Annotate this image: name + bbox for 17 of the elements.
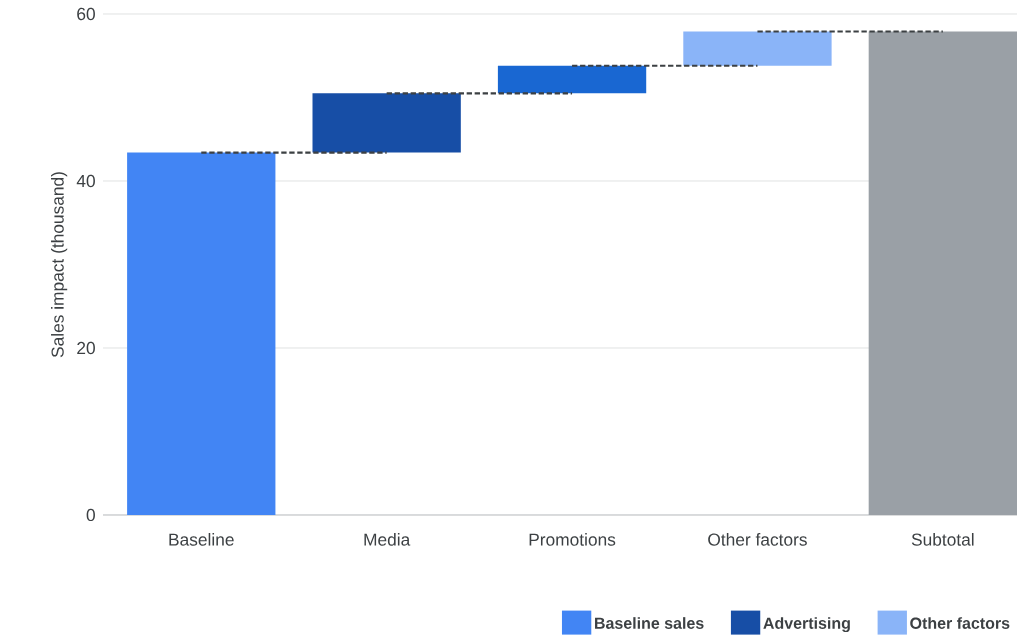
legend-label: Baseline sales bbox=[595, 617, 704, 629]
y-tick-label: 0 bbox=[86, 508, 95, 522]
bar bbox=[312, 93, 461, 153]
y-axis-title: Sales impact (thousand) bbox=[51, 172, 68, 358]
y-tick-label: 20 bbox=[77, 341, 95, 355]
x-tick-label: Subtotal bbox=[911, 533, 974, 546]
x-tick-label: Media bbox=[364, 533, 411, 546]
y-tick-label: 40 bbox=[76, 174, 95, 188]
legend-label: Other factors bbox=[910, 617, 1010, 629]
x-tick-label: Baseline bbox=[169, 533, 234, 546]
y-tick-label: 60 bbox=[77, 7, 95, 21]
legend-label: Advertising bbox=[763, 617, 850, 633]
x-tick-label: Promotions bbox=[529, 533, 616, 546]
bar bbox=[683, 31, 832, 66]
bar bbox=[127, 152, 276, 515]
x-tick-label: Other factors bbox=[708, 533, 807, 546]
bar bbox=[497, 65, 647, 94]
